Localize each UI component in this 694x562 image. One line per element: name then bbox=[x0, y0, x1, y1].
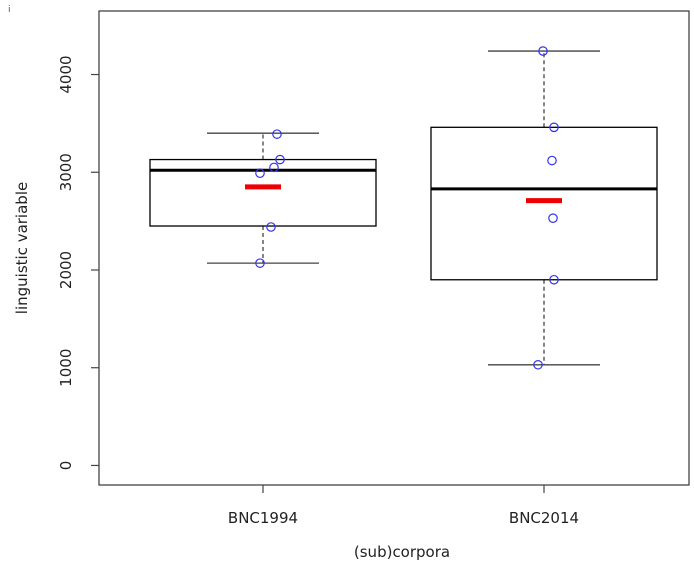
data-point bbox=[548, 213, 558, 223]
y-tick-label: 2000 bbox=[57, 251, 75, 289]
y-axis-title: linguistic variable bbox=[13, 182, 31, 314]
data-point bbox=[538, 46, 548, 56]
data-point bbox=[549, 274, 559, 285]
data-point bbox=[255, 258, 265, 268]
data-point bbox=[275, 154, 285, 165]
y-axis: 0 1000 2000 3000 4000 bbox=[57, 55, 99, 470]
iqr-box bbox=[430, 126, 658, 281]
data-point bbox=[547, 155, 557, 166]
data-point bbox=[533, 359, 543, 370]
x-tick-label: BNC1994 bbox=[228, 509, 298, 527]
data-point bbox=[549, 122, 559, 133]
y-tick-label: 3000 bbox=[57, 153, 75, 191]
plot-frame bbox=[98, 10, 690, 486]
data-point bbox=[272, 129, 282, 139]
boxes bbox=[149, 46, 658, 370]
x-axis: BNC1994 BNC2014 bbox=[228, 485, 579, 527]
iqr-box bbox=[149, 158, 377, 227]
x-axis-title: (sub)corpora bbox=[354, 543, 450, 561]
x-tick-label: BNC2014 bbox=[509, 509, 579, 527]
data-point bbox=[255, 168, 265, 179]
y-tick-label: 4000 bbox=[57, 55, 75, 93]
box-bnc1994 bbox=[149, 129, 377, 268]
y-tick-label: 1000 bbox=[57, 349, 75, 387]
corner-mark: i bbox=[8, 5, 11, 15]
box-bnc2014 bbox=[430, 46, 658, 370]
data-point bbox=[266, 222, 276, 232]
y-tick-label: 0 bbox=[57, 461, 75, 471]
data-point bbox=[269, 162, 279, 173]
